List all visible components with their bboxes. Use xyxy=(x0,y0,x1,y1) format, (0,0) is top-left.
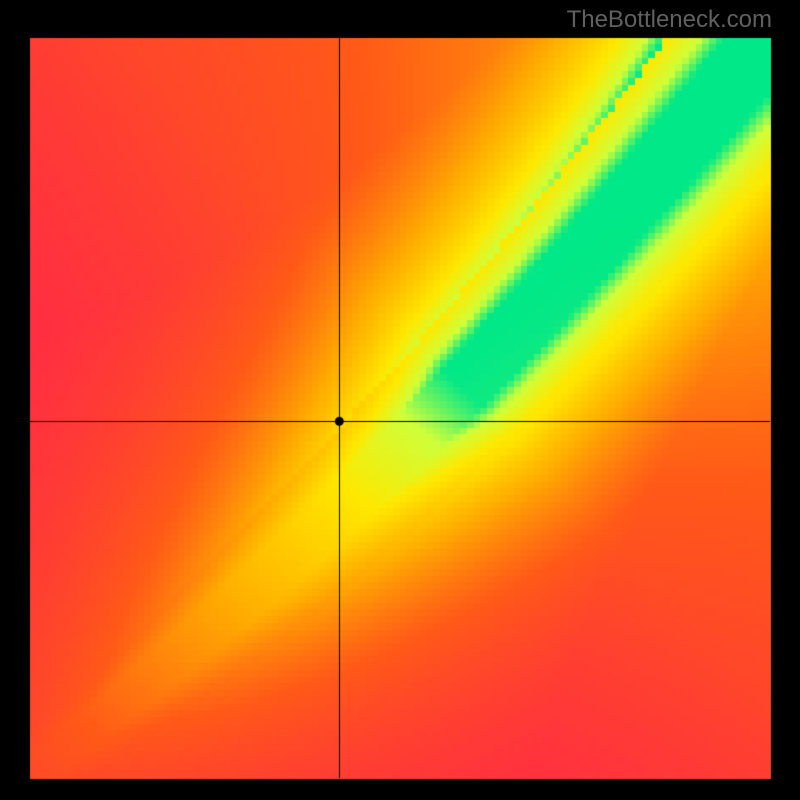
watermark-text: TheBottleneck.com xyxy=(567,6,772,34)
bottleneck-heatmap xyxy=(0,0,800,800)
